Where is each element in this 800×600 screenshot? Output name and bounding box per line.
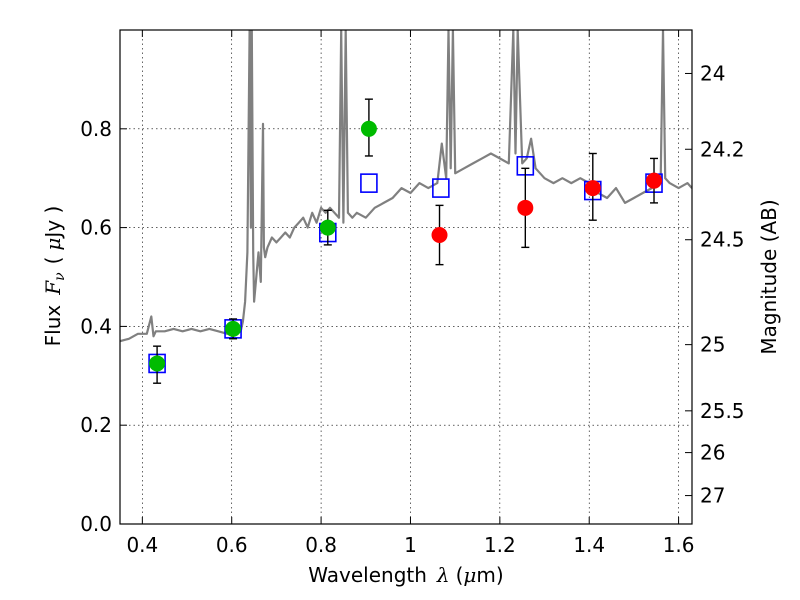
- x-axis-symbol: λ: [436, 563, 450, 587]
- y-tick-label: 0.6: [80, 216, 112, 240]
- y-axis-symbol: F: [41, 280, 65, 296]
- x-axis-title: Wavelength λ (μm): [308, 563, 503, 587]
- x-axis-title-text: Wavelength: [308, 563, 427, 587]
- optical-observations-point: [319, 219, 336, 236]
- mag-tick-label: 27: [700, 484, 725, 508]
- y-tick-label: 0.0: [80, 512, 112, 536]
- optical-observations-point: [225, 320, 242, 337]
- x-tick-label: 1.2: [484, 533, 516, 557]
- mag-tick-label: 25: [700, 333, 725, 357]
- x-tick-label: 1.4: [573, 533, 605, 557]
- x-tick-label: 0.8: [305, 533, 337, 557]
- nir-observations-point: [584, 180, 601, 197]
- y2-axis-title: Magnitude (AB): [757, 199, 781, 354]
- mag-tick-label: 24: [700, 61, 725, 85]
- y-tick-label: 0.2: [80, 413, 112, 437]
- mag-tick-label: 24.2: [700, 137, 745, 161]
- x-tick-label: 1.6: [663, 533, 695, 557]
- y-axis-subscript: ν: [52, 272, 68, 281]
- x-axis-unit-symbol: μ: [463, 563, 476, 587]
- x-tick-label: 0.6: [216, 533, 248, 557]
- optical-observations-point: [149, 355, 166, 372]
- optical-observations-point: [360, 120, 377, 137]
- x-axis-unit-open: (: [456, 563, 464, 587]
- model-photometry-point: [432, 178, 450, 198]
- nir-observations-point: [646, 172, 663, 189]
- x-axis-unit-rest: m): [476, 563, 503, 587]
- mag-tick-label: 26: [700, 441, 725, 465]
- y-tick-label: 0.4: [80, 314, 112, 338]
- mag-tick-label: 25.5: [700, 399, 745, 423]
- y-axis-unit-symbol: μ: [41, 238, 65, 251]
- y-axis-unit-rest: Jy ): [41, 206, 65, 240]
- y-axis-title-text: Flux: [41, 305, 65, 347]
- nir-observations-point: [517, 199, 534, 216]
- marker-layer: [148, 98, 663, 384]
- model-photometry-point: [360, 173, 378, 193]
- x-tick-label: 1: [404, 533, 417, 557]
- mag-tick-label: 24.5: [700, 228, 745, 252]
- ticks: 0.4 0.6 0.8 1 1.2 1.4 1.6 0.0 0.2 0.4 0.6 0.8 24 24.2…: [80, 30, 745, 557]
- nir-observations-point: [431, 227, 448, 244]
- plot-frame: [119, 29, 693, 525]
- grid: [120, 30, 692, 524]
- y-tick-label: 0.8: [80, 117, 112, 141]
- y-axis-unit-open: (: [41, 257, 65, 265]
- plot-area: [120, 30, 692, 524]
- y-axis-title: Flux Fν ( μJy ): [41, 206, 68, 347]
- x-tick-label: 0.4: [126, 533, 158, 557]
